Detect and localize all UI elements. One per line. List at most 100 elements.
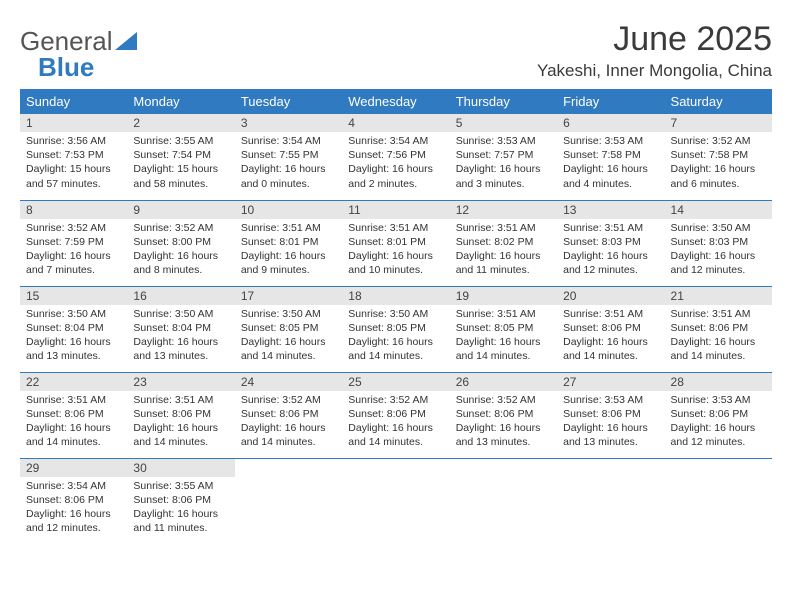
day-number: 29 <box>20 459 127 477</box>
calendar-cell: 17Sunrise: 3:50 AMSunset: 8:05 PMDayligh… <box>235 286 342 372</box>
calendar-table: Sunday Monday Tuesday Wednesday Thursday… <box>20 89 772 544</box>
calendar-cell: 27Sunrise: 3:53 AMSunset: 8:06 PMDayligh… <box>557 372 664 458</box>
calendar-cell: 29Sunrise: 3:54 AMSunset: 8:06 PMDayligh… <box>20 458 127 544</box>
day-number: 28 <box>665 373 772 391</box>
page-header: General June 2025 Yakeshi, Inner Mongoli… <box>20 20 772 81</box>
calendar-cell: 5Sunrise: 3:53 AMSunset: 7:57 PMDaylight… <box>450 114 557 200</box>
location-text: Yakeshi, Inner Mongolia, China <box>537 61 772 81</box>
day-number: 16 <box>127 287 234 305</box>
day-number: 4 <box>342 114 449 132</box>
calendar-cell <box>235 458 342 544</box>
day-header: Thursday <box>450 89 557 114</box>
day-number: 11 <box>342 201 449 219</box>
day-number: 5 <box>450 114 557 132</box>
day-number: 9 <box>127 201 234 219</box>
day-number: 25 <box>342 373 449 391</box>
calendar-cell: 14Sunrise: 3:50 AMSunset: 8:03 PMDayligh… <box>665 200 772 286</box>
day-number: 2 <box>127 114 234 132</box>
calendar-cell: 19Sunrise: 3:51 AMSunset: 8:05 PMDayligh… <box>450 286 557 372</box>
calendar-cell <box>665 458 772 544</box>
day-number: 6 <box>557 114 664 132</box>
day-details: Sunrise: 3:53 AMSunset: 8:06 PMDaylight:… <box>665 391 772 454</box>
calendar-cell: 9Sunrise: 3:52 AMSunset: 8:00 PMDaylight… <box>127 200 234 286</box>
day-details: Sunrise: 3:51 AMSunset: 8:02 PMDaylight:… <box>450 219 557 282</box>
calendar-cell: 6Sunrise: 3:53 AMSunset: 7:58 PMDaylight… <box>557 114 664 200</box>
calendar-head: Sunday Monday Tuesday Wednesday Thursday… <box>20 89 772 114</box>
day-details: Sunrise: 3:50 AMSunset: 8:05 PMDaylight:… <box>342 305 449 368</box>
calendar-cell: 30Sunrise: 3:55 AMSunset: 8:06 PMDayligh… <box>127 458 234 544</box>
day-details: Sunrise: 3:51 AMSunset: 8:06 PMDaylight:… <box>127 391 234 454</box>
day-number: 27 <box>557 373 664 391</box>
day-details: Sunrise: 3:52 AMSunset: 8:06 PMDaylight:… <box>450 391 557 454</box>
day-details: Sunrise: 3:51 AMSunset: 8:01 PMDaylight:… <box>235 219 342 282</box>
day-number: 21 <box>665 287 772 305</box>
page-title: June 2025 <box>537 20 772 59</box>
brand-part2: Blue <box>38 52 94 83</box>
calendar-cell: 1Sunrise: 3:56 AMSunset: 7:53 PMDaylight… <box>20 114 127 200</box>
day-details: Sunrise: 3:52 AMSunset: 7:59 PMDaylight:… <box>20 219 127 282</box>
day-number: 24 <box>235 373 342 391</box>
calendar-cell: 4Sunrise: 3:54 AMSunset: 7:56 PMDaylight… <box>342 114 449 200</box>
day-header: Friday <box>557 89 664 114</box>
day-details: Sunrise: 3:52 AMSunset: 8:06 PMDaylight:… <box>342 391 449 454</box>
day-details: Sunrise: 3:54 AMSunset: 8:06 PMDaylight:… <box>20 477 127 540</box>
day-number: 20 <box>557 287 664 305</box>
day-details: Sunrise: 3:51 AMSunset: 8:06 PMDaylight:… <box>20 391 127 454</box>
calendar-cell: 24Sunrise: 3:52 AMSunset: 8:06 PMDayligh… <box>235 372 342 458</box>
day-details: Sunrise: 3:52 AMSunset: 8:00 PMDaylight:… <box>127 219 234 282</box>
day-number: 7 <box>665 114 772 132</box>
calendar-cell: 12Sunrise: 3:51 AMSunset: 8:02 PMDayligh… <box>450 200 557 286</box>
calendar-cell: 16Sunrise: 3:50 AMSunset: 8:04 PMDayligh… <box>127 286 234 372</box>
day-header: Sunday <box>20 89 127 114</box>
day-number: 19 <box>450 287 557 305</box>
calendar-cell: 20Sunrise: 3:51 AMSunset: 8:06 PMDayligh… <box>557 286 664 372</box>
day-number: 3 <box>235 114 342 132</box>
calendar-cell <box>450 458 557 544</box>
day-number: 12 <box>450 201 557 219</box>
day-number: 18 <box>342 287 449 305</box>
day-details: Sunrise: 3:53 AMSunset: 7:58 PMDaylight:… <box>557 132 664 195</box>
day-details: Sunrise: 3:51 AMSunset: 8:03 PMDaylight:… <box>557 219 664 282</box>
day-details: Sunrise: 3:56 AMSunset: 7:53 PMDaylight:… <box>20 132 127 195</box>
day-details: Sunrise: 3:53 AMSunset: 7:57 PMDaylight:… <box>450 132 557 195</box>
day-number: 14 <box>665 201 772 219</box>
day-details: Sunrise: 3:55 AMSunset: 8:06 PMDaylight:… <box>127 477 234 540</box>
calendar-cell: 25Sunrise: 3:52 AMSunset: 8:06 PMDayligh… <box>342 372 449 458</box>
day-number: 15 <box>20 287 127 305</box>
calendar-cell: 21Sunrise: 3:51 AMSunset: 8:06 PMDayligh… <box>665 286 772 372</box>
calendar-cell: 23Sunrise: 3:51 AMSunset: 8:06 PMDayligh… <box>127 372 234 458</box>
day-details: Sunrise: 3:51 AMSunset: 8:06 PMDaylight:… <box>665 305 772 368</box>
calendar-cell: 15Sunrise: 3:50 AMSunset: 8:04 PMDayligh… <box>20 286 127 372</box>
calendar-cell: 2Sunrise: 3:55 AMSunset: 7:54 PMDaylight… <box>127 114 234 200</box>
day-details: Sunrise: 3:52 AMSunset: 7:58 PMDaylight:… <box>665 132 772 195</box>
calendar-cell: 13Sunrise: 3:51 AMSunset: 8:03 PMDayligh… <box>557 200 664 286</box>
day-details: Sunrise: 3:54 AMSunset: 7:56 PMDaylight:… <box>342 132 449 195</box>
calendar-cell: 26Sunrise: 3:52 AMSunset: 8:06 PMDayligh… <box>450 372 557 458</box>
day-details: Sunrise: 3:53 AMSunset: 8:06 PMDaylight:… <box>557 391 664 454</box>
day-number: 8 <box>20 201 127 219</box>
title-block: June 2025 Yakeshi, Inner Mongolia, China <box>537 20 772 81</box>
day-header: Wednesday <box>342 89 449 114</box>
day-details: Sunrise: 3:50 AMSunset: 8:04 PMDaylight:… <box>127 305 234 368</box>
day-number: 22 <box>20 373 127 391</box>
logo-triangle-icon <box>113 26 137 57</box>
day-details: Sunrise: 3:50 AMSunset: 8:04 PMDaylight:… <box>20 305 127 368</box>
calendar-body: 1Sunrise: 3:56 AMSunset: 7:53 PMDaylight… <box>20 114 772 544</box>
day-details: Sunrise: 3:51 AMSunset: 8:06 PMDaylight:… <box>557 305 664 368</box>
day-number: 23 <box>127 373 234 391</box>
day-number: 13 <box>557 201 664 219</box>
day-header: Tuesday <box>235 89 342 114</box>
day-number: 26 <box>450 373 557 391</box>
calendar-cell: 10Sunrise: 3:51 AMSunset: 8:01 PMDayligh… <box>235 200 342 286</box>
day-details: Sunrise: 3:51 AMSunset: 8:05 PMDaylight:… <box>450 305 557 368</box>
calendar-cell: 28Sunrise: 3:53 AMSunset: 8:06 PMDayligh… <box>665 372 772 458</box>
day-details: Sunrise: 3:50 AMSunset: 8:05 PMDaylight:… <box>235 305 342 368</box>
calendar-cell: 7Sunrise: 3:52 AMSunset: 7:58 PMDaylight… <box>665 114 772 200</box>
calendar-cell <box>557 458 664 544</box>
day-details: Sunrise: 3:54 AMSunset: 7:55 PMDaylight:… <box>235 132 342 195</box>
day-details: Sunrise: 3:52 AMSunset: 8:06 PMDaylight:… <box>235 391 342 454</box>
day-details: Sunrise: 3:51 AMSunset: 8:01 PMDaylight:… <box>342 219 449 282</box>
calendar-cell: 11Sunrise: 3:51 AMSunset: 8:01 PMDayligh… <box>342 200 449 286</box>
day-number: 1 <box>20 114 127 132</box>
calendar-cell: 18Sunrise: 3:50 AMSunset: 8:05 PMDayligh… <box>342 286 449 372</box>
